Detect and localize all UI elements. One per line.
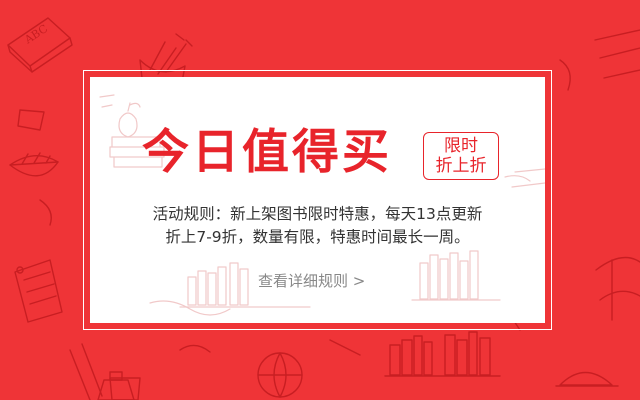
banner-card: 今日值得买 限时 折上折 活动规则：新上架图书限时特惠，每天13点更新 折上7-… — [90, 77, 545, 323]
books-stack-icon — [411, 250, 501, 301]
books-stack-icon — [109, 136, 165, 168]
card-doodles — [99, 94, 545, 316]
limited-time-badge: 限时 折上折 — [423, 132, 499, 180]
rules-line-2: 折上7-9折，数量有限，特惠时间最长一周。 — [165, 228, 470, 246]
svg-text:ABC: ABC — [21, 22, 50, 47]
books-stack-icon — [384, 331, 501, 377]
view-detailed-rules-link[interactable]: 查看详细规则 > — [258, 272, 366, 290]
badge-line-2: 折上折 — [435, 156, 487, 176]
badge-line-1: 限时 — [444, 136, 478, 156]
paper-note-icon — [14, 259, 63, 323]
globe-icon — [257, 352, 303, 398]
headline: 今日值得买 — [142, 125, 392, 180]
banner-outer-frame — [83, 70, 552, 330]
hat-icon — [555, 371, 619, 387]
activity-rules: 活动规则：新上架图书限时特惠，每天13点更新 折上7-9折，数量有限，特惠时间最… — [90, 203, 545, 249]
ink-bottle-icon — [97, 371, 135, 400]
abc-book-icon: ABC — [7, 17, 73, 73]
rules-line-1: 活动规则：新上架图书限时特惠，每天13点更新 — [152, 205, 483, 223]
leaf-icon — [9, 152, 59, 177]
apple-icon — [118, 102, 141, 138]
